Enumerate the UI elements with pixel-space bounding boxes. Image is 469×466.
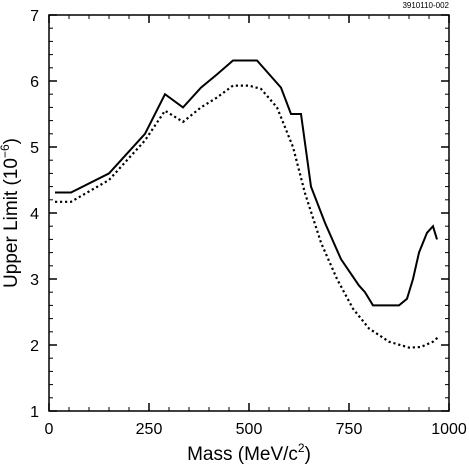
y-tick-label: 2 <box>30 338 39 355</box>
dotted-limit-line <box>55 84 440 349</box>
y-axis-title-suffix: ) <box>1 138 22 144</box>
x-axis-title-prefix: Mass (MeV/c <box>187 444 298 465</box>
y-tick-label: 3 <box>30 272 39 289</box>
y-axis-ticks <box>49 14 449 412</box>
y-tick-label: 1 <box>30 404 39 421</box>
x-axis-title: Mass (MeV/c2) <box>187 441 311 465</box>
x-axis-tick-labels: 0 250 500 750 1000 <box>45 421 467 438</box>
y-axis-title-prefix: Upper Limit (10 <box>1 158 22 288</box>
y-tick-label: 5 <box>30 140 39 157</box>
figure-id: 3910110-002 <box>402 1 449 10</box>
x-tick-label: 0 <box>45 421 54 438</box>
x-tick-label: 750 <box>336 421 363 438</box>
x-axis-title-sup: 2 <box>298 441 305 455</box>
x-tick-label: 500 <box>236 421 263 438</box>
plot-frame <box>48 14 450 412</box>
x-tick-label: 250 <box>136 421 163 438</box>
x-tick-label: 1000 <box>431 421 467 438</box>
x-axis-title-suffix: ) <box>305 444 311 465</box>
y-axis-tick-labels: 1 2 3 4 5 6 7 <box>30 8 39 421</box>
solid-limit-line <box>55 59 438 307</box>
x-axis-ticks <box>48 15 450 411</box>
y-axis-title: Upper Limit (10−6) <box>0 138 22 288</box>
y-tick-label: 7 <box>30 8 39 25</box>
y-axis-title-sup: −6 <box>0 144 12 158</box>
y-tick-label: 4 <box>30 206 39 223</box>
series-layer <box>55 59 440 349</box>
y-tick-label: 6 <box>30 74 39 91</box>
